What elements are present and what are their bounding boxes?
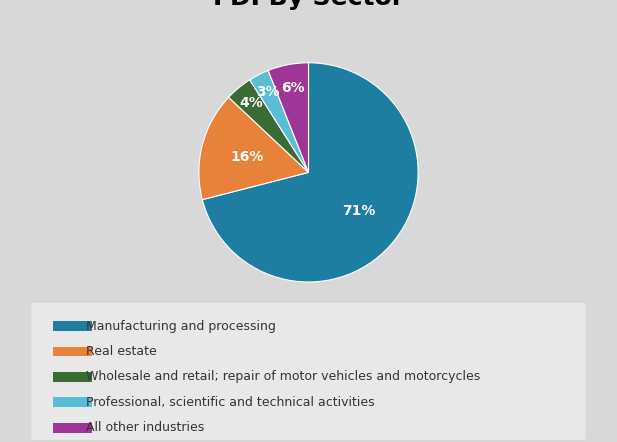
Text: 16%: 16% bbox=[230, 149, 263, 164]
Text: 4%: 4% bbox=[239, 96, 263, 110]
FancyBboxPatch shape bbox=[31, 302, 586, 441]
Wedge shape bbox=[268, 63, 308, 172]
FancyBboxPatch shape bbox=[53, 423, 92, 433]
FancyBboxPatch shape bbox=[53, 397, 92, 408]
Text: All other industries: All other industries bbox=[86, 421, 205, 434]
FancyBboxPatch shape bbox=[53, 321, 92, 331]
Text: Manufacturing and processing: Manufacturing and processing bbox=[86, 320, 276, 332]
Text: Professional, scientific and technical activities: Professional, scientific and technical a… bbox=[86, 396, 375, 409]
Wedge shape bbox=[199, 97, 308, 200]
Text: 71%: 71% bbox=[342, 204, 375, 218]
Text: 6%: 6% bbox=[281, 81, 304, 95]
Wedge shape bbox=[250, 70, 308, 172]
Wedge shape bbox=[202, 63, 418, 282]
FancyBboxPatch shape bbox=[53, 347, 92, 356]
Text: 3%: 3% bbox=[256, 85, 280, 99]
Title: FDI By Sector: FDI By Sector bbox=[213, 0, 404, 10]
Text: Real estate: Real estate bbox=[86, 345, 157, 358]
Text: Wholesale and retail; repair of motor vehicles and motorcycles: Wholesale and retail; repair of motor ve… bbox=[86, 370, 481, 384]
Wedge shape bbox=[228, 80, 308, 172]
FancyBboxPatch shape bbox=[53, 372, 92, 382]
